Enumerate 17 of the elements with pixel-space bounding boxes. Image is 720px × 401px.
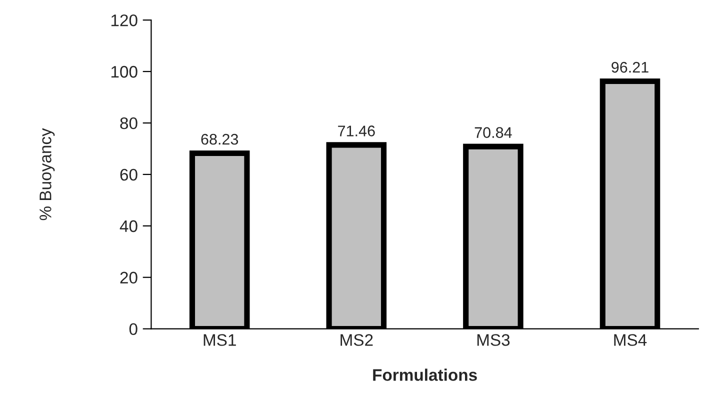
y-tick-label: 20 [120, 272, 138, 284]
x-tick-label: MS2 [340, 334, 373, 346]
x-tick-label: MS1 [204, 334, 236, 346]
data-label: 68.23 [201, 134, 238, 145]
data-label: 70.84 [474, 127, 512, 138]
y-tick-label: 120 [111, 14, 138, 26]
y-tick-label: 100 [111, 66, 138, 78]
y-tick-label: 80 [120, 117, 138, 130]
y-tick-label: 60 [120, 168, 138, 181]
x-tick-label: MS3 [477, 334, 510, 346]
y-tick-label: 0 [129, 323, 138, 336]
y-axis-title: % Buoyancy [40, 128, 55, 220]
y-tick-label: 40 [120, 220, 138, 232]
x-tick-label: MS4 [614, 334, 647, 346]
data-label: 96.21 [612, 62, 648, 73]
data-label: 71.46 [338, 126, 375, 136]
x-axis-title: Formulations [373, 368, 477, 381]
